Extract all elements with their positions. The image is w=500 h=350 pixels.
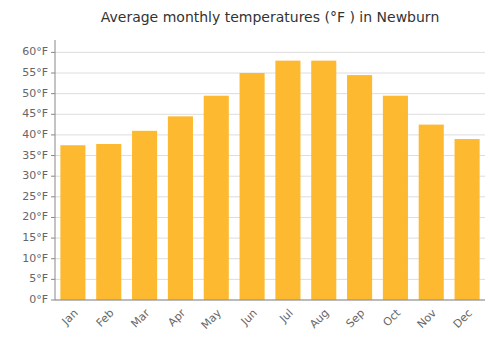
bar <box>204 96 229 300</box>
x-tick-label: Sep <box>344 307 368 331</box>
bar <box>419 125 444 300</box>
y-tick-label: 50°F <box>22 87 48 100</box>
y-tick <box>51 217 55 218</box>
y-tick-label: 0°F <box>29 293 48 306</box>
y-tick-label: 40°F <box>22 128 48 141</box>
x-tick-label: Jul <box>276 307 295 326</box>
grid-line <box>55 73 485 74</box>
x-tick-label: Dec <box>451 307 475 331</box>
y-tick <box>51 93 55 94</box>
x-tick-label: Aug <box>307 307 331 331</box>
y-tick <box>51 52 55 53</box>
bar <box>311 61 336 300</box>
x-tick-label: Nov <box>415 306 440 331</box>
bar <box>168 116 193 300</box>
y-tick <box>51 238 55 239</box>
title: Average monthly temperatures (°F ) in Ne… <box>101 9 440 25</box>
chart: 0°F 5°F 10°F 15°F 20°F 25°F 30°F 35°F 40°F 45°F 50… <box>0 0 500 350</box>
y-tick-label: 30°F <box>22 169 48 182</box>
y-tick-label: 25°F <box>22 190 48 203</box>
y-ticks: 0°F 5°F 10°F 15°F 20°F 25°F 30°F 35°F 40°F 45°F 50… <box>22 45 55 306</box>
grid-line <box>55 300 485 301</box>
y-tick <box>51 300 55 301</box>
y-tick <box>51 73 55 74</box>
grid-line <box>55 93 485 94</box>
bar <box>347 75 372 300</box>
x-tick-label: Feb <box>94 307 117 330</box>
bar <box>455 139 480 300</box>
y-tick <box>51 196 55 197</box>
x-axis-line <box>55 300 485 301</box>
x-tick-label: Mar <box>128 306 152 330</box>
y-tick <box>51 134 55 135</box>
y-tick <box>51 279 55 280</box>
grid-line <box>55 52 485 53</box>
grid-line <box>55 114 485 115</box>
y-tick-label: 45°F <box>22 107 48 120</box>
y-axis-line <box>55 40 56 300</box>
grid <box>55 52 485 300</box>
x-tick-label: May <box>199 306 225 332</box>
x-tick-label: Apr <box>166 306 189 329</box>
y-tick-label: 60°F <box>22 45 48 58</box>
bar <box>60 145 85 300</box>
y-tick <box>51 114 55 115</box>
y-tick <box>51 176 55 177</box>
bar <box>383 96 408 300</box>
y-tick <box>51 258 55 259</box>
bar <box>240 73 265 300</box>
bar <box>132 131 157 300</box>
y-tick-label: 10°F <box>22 252 48 265</box>
y-tick-label: 15°F <box>22 231 48 244</box>
y-tick-label: 20°F <box>22 210 48 223</box>
bar <box>275 61 300 300</box>
x-tick-label: Jan <box>59 307 81 329</box>
bar <box>96 144 121 300</box>
x-ticks: Jan Feb Mar Apr May Jun Jul Aug Sep Oct Nov Dec <box>59 306 475 332</box>
x-tick-label: Oct <box>381 306 404 329</box>
y-tick-label: 5°F <box>29 272 48 285</box>
x-tick-label: Jun <box>238 307 260 329</box>
y-tick-label: 55°F <box>22 66 48 79</box>
y-tick <box>51 155 55 156</box>
bars <box>60 61 479 300</box>
y-tick-label: 35°F <box>22 149 48 162</box>
